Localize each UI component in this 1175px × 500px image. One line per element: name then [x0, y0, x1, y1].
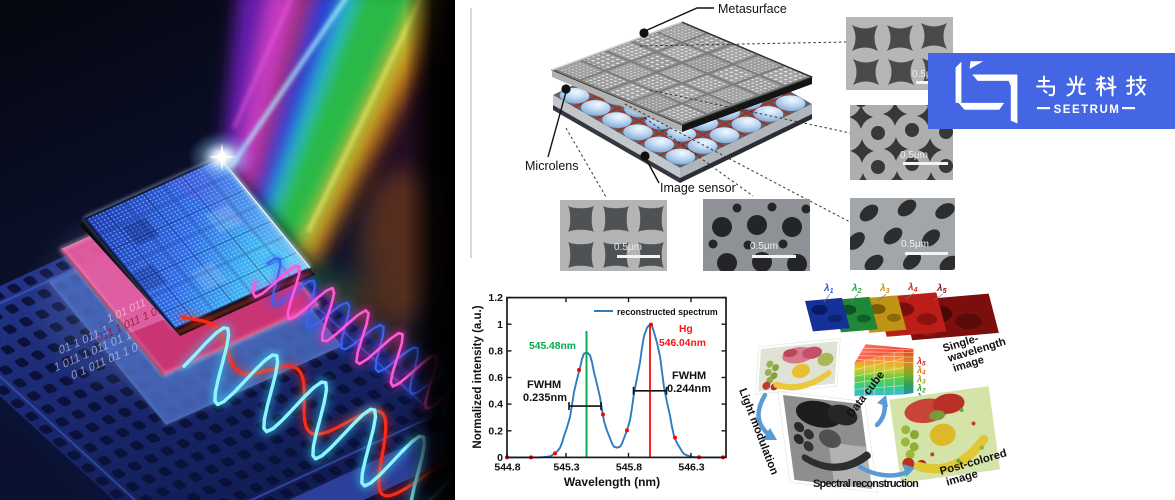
svg-text:545.8: 545.8 — [616, 462, 642, 474]
svg-text:1: 1 — [497, 319, 503, 331]
svg-text:Normalized intensity (a.u.): Normalized intensity (a.u.) — [472, 305, 484, 448]
svg-text:λ5: λ5 — [916, 356, 926, 368]
svg-text:λ2: λ2 — [851, 283, 862, 295]
svg-text:0.5μm: 0.5μm — [750, 241, 778, 252]
svg-text:λ5: λ5 — [936, 283, 947, 295]
svg-text:1.2: 1.2 — [488, 292, 503, 304]
svg-text:0.5μm: 0.5μm — [614, 242, 642, 253]
svg-text:λ3: λ3 — [879, 283, 890, 295]
svg-text:544.8: 544.8 — [494, 462, 520, 474]
svg-text:reconstructed spectrum: reconstructed spectrum — [617, 307, 718, 317]
svg-text:545.48nm: 545.48nm — [529, 341, 576, 352]
svg-text:546.04nm: 546.04nm — [659, 338, 706, 349]
svg-text:0.2: 0.2 — [488, 425, 503, 437]
svg-text:Microlens: Microlens — [525, 159, 579, 173]
svg-text:0.5μm: 0.5μm — [912, 69, 940, 80]
svg-text:0.5μm: 0.5μm — [901, 239, 929, 250]
svg-text:546.3: 546.3 — [678, 462, 704, 474]
svg-text:0.8: 0.8 — [488, 346, 503, 358]
svg-text:0: 0 — [497, 452, 503, 464]
svg-text:λ4: λ4 — [916, 365, 926, 377]
svg-text:λ1: λ1 — [823, 283, 834, 295]
svg-text:0.6: 0.6 — [488, 372, 503, 384]
svg-text:0.244nm: 0.244nm — [667, 383, 711, 395]
svg-text:0.5μm: 0.5μm — [900, 150, 928, 161]
svg-text:λ2: λ2 — [916, 383, 926, 395]
svg-text:Wavelength (nm): Wavelength (nm) — [564, 475, 660, 489]
svg-text:545.3: 545.3 — [553, 462, 579, 474]
svg-text:FWHM: FWHM — [527, 379, 561, 391]
svg-text:0.235nm: 0.235nm — [523, 392, 567, 404]
svg-text:λ3: λ3 — [916, 374, 926, 386]
svg-text:Hg: Hg — [679, 324, 693, 335]
svg-text:0.4: 0.4 — [488, 399, 503, 411]
svg-text:Metasurface: Metasurface — [718, 2, 787, 16]
svg-text:Image sensor: Image sensor — [660, 181, 736, 195]
svg-text:FWHM: FWHM — [672, 370, 706, 382]
svg-text:SEETRUM: SEETRUM — [1054, 104, 1121, 116]
svg-text:λ4: λ4 — [907, 282, 918, 294]
svg-text:Spectral reconstruction: Spectral reconstruction — [813, 478, 919, 490]
